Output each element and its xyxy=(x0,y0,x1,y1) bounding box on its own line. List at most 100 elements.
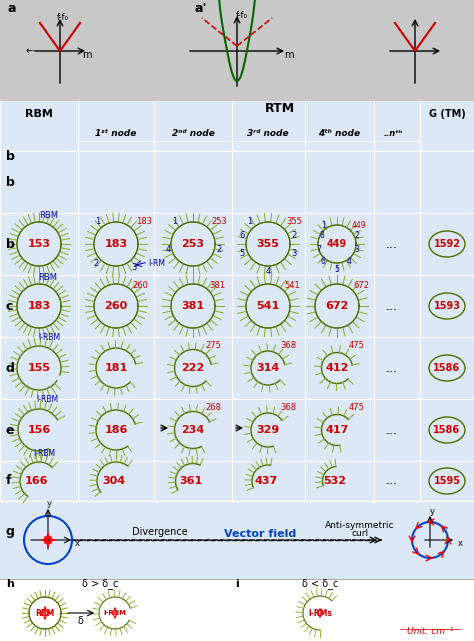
Text: 2: 2 xyxy=(93,260,99,269)
Text: 437: 437 xyxy=(255,476,278,486)
Text: l-RBM: l-RBM xyxy=(103,610,127,616)
Text: m: m xyxy=(284,50,294,60)
Text: x: x xyxy=(458,538,463,547)
Text: 253: 253 xyxy=(211,217,227,226)
Text: 4: 4 xyxy=(346,258,351,267)
Text: 4: 4 xyxy=(165,244,171,253)
Text: RBM: RBM xyxy=(35,608,55,617)
Text: ...: ... xyxy=(386,362,398,374)
Text: x: x xyxy=(75,538,80,547)
Text: 4: 4 xyxy=(265,267,271,276)
Text: Vector field: Vector field xyxy=(224,529,296,539)
Text: b: b xyxy=(6,176,15,188)
Text: g: g xyxy=(6,526,15,538)
Text: RBM: RBM xyxy=(39,212,58,221)
Text: 541: 541 xyxy=(256,301,280,311)
Text: 449: 449 xyxy=(352,222,366,231)
Text: G (TM): G (TM) xyxy=(428,109,465,119)
Text: 1: 1 xyxy=(95,217,100,226)
Text: h: h xyxy=(6,579,14,589)
Text: 1: 1 xyxy=(173,217,178,226)
Text: 222: 222 xyxy=(182,363,205,373)
Text: 412: 412 xyxy=(325,363,349,373)
Text: 153: 153 xyxy=(27,239,51,249)
Text: RBM: RBM xyxy=(38,274,57,283)
Text: 2: 2 xyxy=(216,244,222,253)
Text: 183: 183 xyxy=(136,217,152,226)
Text: 449: 449 xyxy=(327,239,347,249)
Text: l-RBM: l-RBM xyxy=(33,449,55,458)
Text: 1595: 1595 xyxy=(434,476,461,486)
Text: f-f₀: f-f₀ xyxy=(57,13,69,22)
Text: 155: 155 xyxy=(27,363,51,373)
Text: a': a' xyxy=(195,3,208,15)
Text: 275: 275 xyxy=(205,342,221,351)
Text: 1586: 1586 xyxy=(433,363,461,373)
Text: 1593: 1593 xyxy=(434,301,461,311)
Text: f: f xyxy=(6,474,11,488)
Text: 1: 1 xyxy=(247,217,253,226)
Text: 314: 314 xyxy=(256,363,280,373)
Text: 1: 1 xyxy=(322,222,327,231)
Text: 381: 381 xyxy=(209,281,225,290)
Text: 260: 260 xyxy=(104,301,128,311)
Bar xyxy=(0,101,474,501)
Text: 253: 253 xyxy=(182,239,204,249)
Text: RTM: RTM xyxy=(265,103,295,115)
Bar xyxy=(0,501,474,579)
Text: ...: ... xyxy=(386,424,398,437)
Text: δ: δ xyxy=(77,616,83,626)
Text: 268: 268 xyxy=(205,403,221,413)
Text: m: m xyxy=(82,50,92,60)
Text: 2ⁿᵈ node: 2ⁿᵈ node xyxy=(172,128,214,138)
Text: 156: 156 xyxy=(27,425,51,435)
Text: y: y xyxy=(46,499,52,508)
Text: l-RBM: l-RBM xyxy=(38,333,60,342)
Text: 368: 368 xyxy=(280,403,296,413)
Text: a: a xyxy=(8,3,17,15)
Text: Anti-symmetric: Anti-symmetric xyxy=(325,522,395,531)
Bar xyxy=(0,579,474,641)
Text: c: c xyxy=(6,299,13,313)
Text: 355: 355 xyxy=(256,239,280,249)
Text: b: b xyxy=(6,238,15,251)
Text: b: b xyxy=(6,151,15,163)
Text: 6: 6 xyxy=(320,258,326,267)
Text: 3: 3 xyxy=(292,249,297,258)
Text: 181: 181 xyxy=(104,363,128,373)
Text: δ > δ_c: δ > δ_c xyxy=(82,579,118,590)
Text: 541: 541 xyxy=(284,281,300,290)
Text: ..nᵗʰ: ..nᵗʰ xyxy=(383,128,403,138)
Text: ←: ← xyxy=(26,46,34,56)
Text: 5: 5 xyxy=(335,265,339,274)
Text: δ < δ_c: δ < δ_c xyxy=(302,579,338,590)
Text: 166: 166 xyxy=(24,476,48,486)
Text: 7: 7 xyxy=(317,244,321,253)
Bar xyxy=(0,0,474,101)
Text: 672: 672 xyxy=(353,281,369,290)
Text: 2: 2 xyxy=(355,231,359,240)
Text: 532: 532 xyxy=(323,476,346,486)
Text: d: d xyxy=(6,362,15,374)
Text: 3: 3 xyxy=(131,263,137,272)
Text: 672: 672 xyxy=(325,301,349,311)
Text: l-RM: l-RM xyxy=(148,260,165,269)
Text: ...: ... xyxy=(386,474,398,488)
Text: RBM: RBM xyxy=(25,109,53,119)
Text: 368: 368 xyxy=(280,342,296,351)
Text: curl: curl xyxy=(351,529,369,538)
Text: 4ᵗʰ node: 4ᵗʰ node xyxy=(318,128,360,138)
Text: 475: 475 xyxy=(349,403,365,413)
Text: 186: 186 xyxy=(104,425,128,435)
Text: e: e xyxy=(6,424,15,437)
Text: Divergence: Divergence xyxy=(132,527,188,537)
Text: Unit: cm⁻¹: Unit: cm⁻¹ xyxy=(407,626,453,635)
Text: l-RBM: l-RBM xyxy=(36,395,58,404)
Text: l-RMs: l-RMs xyxy=(308,608,332,617)
Text: 260: 260 xyxy=(132,281,148,290)
Text: 1592: 1592 xyxy=(434,239,461,249)
Text: 355: 355 xyxy=(286,217,302,226)
Text: 183: 183 xyxy=(104,239,128,249)
Text: 475: 475 xyxy=(349,342,365,351)
Text: 1586: 1586 xyxy=(433,425,461,435)
